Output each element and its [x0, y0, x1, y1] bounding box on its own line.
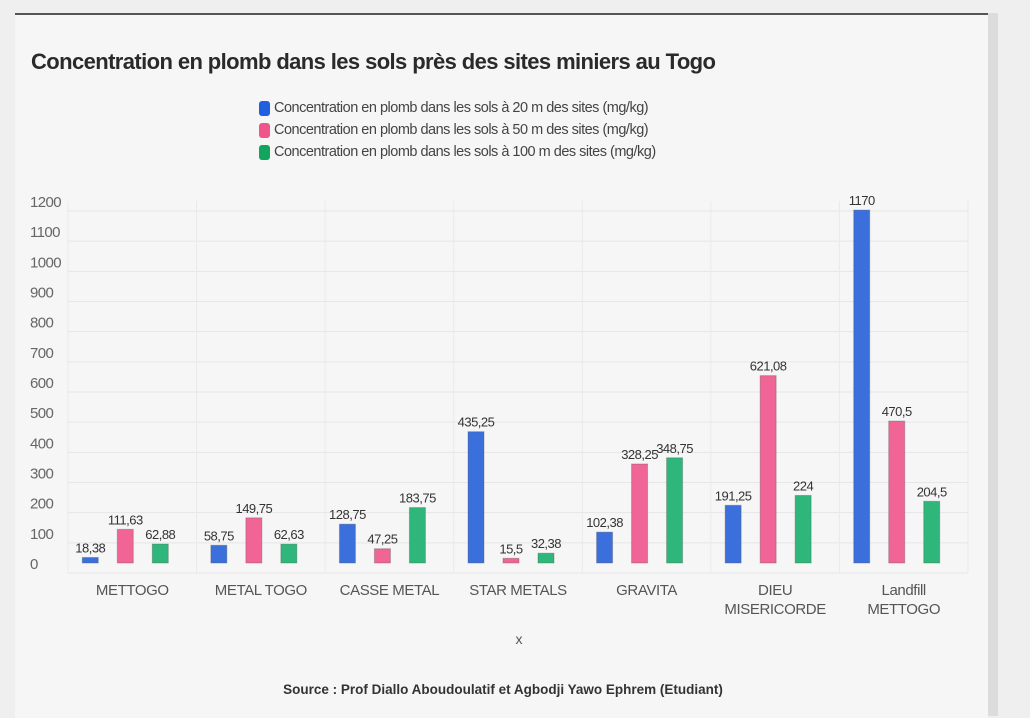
x-tick-label: DIEU: [758, 582, 792, 599]
y-tick-label: 600: [30, 375, 53, 392]
legend: Concentration en plomb dans les sols à 2…: [259, 97, 656, 163]
data-label: 621,08: [750, 359, 787, 374]
x-tick-label: CASSE METAL: [340, 582, 440, 599]
y-tick-label: 500: [30, 405, 53, 422]
x-tick-label: GRAVITA: [616, 582, 677, 599]
legend-item-100m[interactable]: Concentration en plomb dans les sols à 1…: [259, 141, 656, 163]
bar-1: [853, 209, 871, 564]
x-tick-label: METAL TOGO: [215, 582, 307, 599]
bar-2: [759, 375, 777, 564]
data-label: 32,38: [531, 536, 561, 551]
y-tick-label: 200: [30, 496, 53, 513]
bar-3: [280, 543, 298, 564]
source-note: Source : Prof Diallo Aboudoulatif et Agb…: [283, 682, 723, 697]
legend-swatch: [259, 144, 270, 160]
data-label: 128,75: [329, 507, 366, 522]
y-tick-label: 900: [30, 285, 53, 302]
legend-item-20m[interactable]: Concentration en plomb dans les sols à 2…: [259, 97, 656, 119]
bar-2: [502, 557, 520, 564]
x-tick-label: STAR METALS: [469, 582, 567, 599]
bar-2: [373, 548, 391, 564]
y-tick-label: 300: [30, 466, 53, 483]
data-label: 1170: [849, 193, 875, 208]
y-tick-label: 1200: [30, 194, 61, 211]
x-tick-label: METTOGO: [867, 601, 940, 618]
data-label: 58,75: [204, 528, 234, 543]
bar-1: [338, 523, 356, 564]
data-label: 62,63: [274, 527, 304, 542]
data-label: 183,75: [399, 491, 436, 506]
legend-label: Concentration en plomb dans les sols à 5…: [274, 122, 649, 138]
y-tick-label: 800: [30, 315, 53, 332]
legend-item-50m[interactable]: Concentration en plomb dans les sols à 5…: [259, 119, 656, 141]
data-label: 328,25: [621, 447, 658, 462]
data-label: 18,38: [75, 540, 105, 555]
bar-1: [467, 431, 485, 564]
bar-2: [116, 528, 134, 564]
y-tick-label: 1000: [30, 254, 61, 271]
x-axis-title: x: [516, 631, 523, 647]
data-label: 102,38: [586, 515, 623, 530]
data-label: 191,25: [715, 488, 752, 503]
y-tick-label: 700: [30, 345, 53, 362]
data-label: 435,25: [458, 415, 495, 430]
chart-panel: [15, 13, 988, 718]
bar-3: [923, 500, 941, 564]
data-label: 111,63: [108, 512, 143, 527]
legend-label: Concentration en plomb dans les sols à 2…: [274, 100, 649, 116]
x-tick-label: Landfill: [882, 582, 926, 599]
data-label: 47,25: [367, 532, 397, 547]
data-label: 224: [793, 478, 813, 493]
bar-1: [210, 544, 228, 564]
y-tick-label: 1100: [30, 224, 60, 241]
y-tick-label: 100: [30, 526, 53, 543]
x-tick-label: MISERICORDE: [724, 601, 826, 618]
legend-label: Concentration en plomb dans les sols à 1…: [274, 144, 656, 160]
bar-1: [724, 504, 742, 564]
bar-1: [81, 556, 99, 564]
bar-3: [794, 494, 812, 564]
data-label: 204,5: [917, 484, 947, 499]
data-label: 348,75: [656, 441, 693, 456]
bar-3: [151, 543, 169, 564]
bar-1: [596, 531, 614, 564]
y-tick-label: 0: [30, 556, 38, 573]
bar-3: [537, 552, 555, 564]
bar-2: [888, 420, 906, 564]
bar-2: [631, 463, 649, 564]
data-label: 15,5: [499, 541, 523, 556]
bar-2: [245, 517, 263, 564]
y-tick-label: 400: [30, 435, 53, 452]
data-label: 470,5: [882, 404, 912, 419]
data-label: 149,75: [235, 501, 272, 516]
bar-3: [408, 507, 426, 564]
legend-swatch: [259, 100, 270, 116]
scrollbar[interactable]: [988, 13, 998, 716]
x-tick-label: METTOGO: [96, 582, 169, 599]
data-label: 62,88: [145, 527, 175, 542]
bar-3: [666, 457, 684, 564]
chart-title: Concentration en plomb dans les sols prè…: [31, 49, 716, 74]
legend-swatch: [259, 122, 270, 138]
